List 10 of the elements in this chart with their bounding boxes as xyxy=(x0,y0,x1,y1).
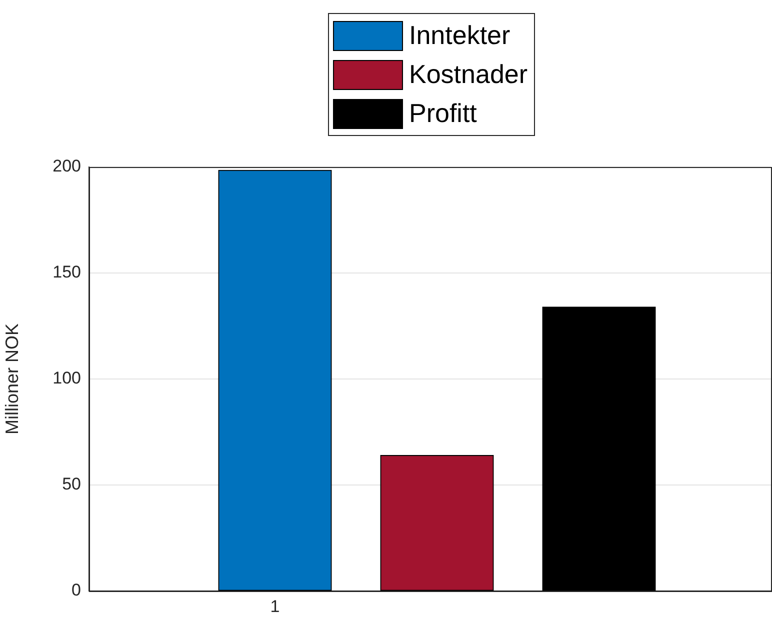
y-tick-label: 0 xyxy=(72,580,81,600)
y-tick-label: 50 xyxy=(62,474,81,494)
y-tick-label: 100 xyxy=(52,368,81,388)
legend-label: Inntekter xyxy=(409,20,510,51)
legend-label: Profitt xyxy=(409,98,477,129)
x-tick-label: 1 xyxy=(270,596,280,616)
y-axis-title: Millioner NOK xyxy=(2,323,22,435)
y-tick-label: 150 xyxy=(52,262,81,282)
legend-label: Kostnader xyxy=(409,59,528,90)
y-tick-label: 200 xyxy=(52,156,81,176)
